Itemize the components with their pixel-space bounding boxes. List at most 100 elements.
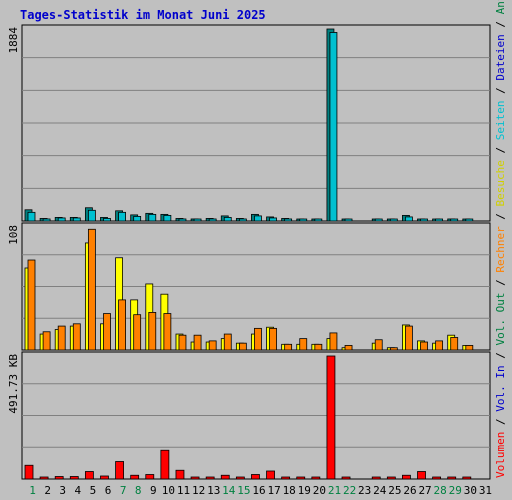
bar-rechner-day-27 bbox=[420, 341, 428, 351]
x-tick-label-day-18: 18 bbox=[283, 484, 296, 497]
legend-separator: / bbox=[494, 14, 507, 34]
chart-panels: 1884 108 491.73 KB bbox=[7, 24, 491, 480]
bar-dateien-day-24 bbox=[374, 218, 383, 222]
bar-rechner-day-28 bbox=[435, 340, 444, 351]
x-tick-label-day-12: 12 bbox=[192, 484, 205, 497]
panel-bottom-ymax-label: 491.73 KB bbox=[7, 354, 20, 414]
legend-separator: / bbox=[494, 273, 507, 293]
bar-volumen-day-26 bbox=[402, 474, 411, 480]
bar-volumen-day-21 bbox=[326, 355, 336, 480]
bar-dateien-day-4 bbox=[72, 217, 81, 222]
x-tick-label-day-5: 5 bbox=[90, 484, 97, 497]
bar-rechner-day-15 bbox=[238, 342, 247, 351]
bar-volumen-day-20 bbox=[311, 476, 321, 480]
bar-volumen-day-14 bbox=[220, 474, 230, 480]
x-tick-label-day-15: 15 bbox=[237, 484, 250, 497]
x-tick-label-day-1: 1 bbox=[29, 484, 36, 497]
bar-volumen-day-19 bbox=[296, 476, 306, 480]
x-tick-label-day-21: 21 bbox=[328, 484, 341, 497]
bar-dateien-day-26 bbox=[405, 216, 413, 222]
legend-separator: / bbox=[494, 412, 507, 432]
bar-rechner-day-3 bbox=[57, 325, 66, 351]
legend-item-seiten: Seiten bbox=[494, 100, 507, 140]
bar-dateien-day-9 bbox=[148, 213, 157, 222]
bar-rechner-day-11 bbox=[178, 334, 187, 351]
x-tick-label-day-4: 4 bbox=[75, 484, 82, 497]
bar-volumen-day-30 bbox=[462, 476, 472, 480]
legend-text: Volumen / Vol. In / Vol. Out / Rechner /… bbox=[494, 0, 507, 478]
legend-separator: / bbox=[494, 81, 507, 101]
bar-volumen-day-9 bbox=[145, 474, 155, 480]
x-tick-label-day-20: 20 bbox=[313, 484, 326, 497]
bar-volumen-day-1 bbox=[24, 464, 34, 480]
bar-volumen-day-27 bbox=[417, 471, 426, 480]
x-tick-label-day-7: 7 bbox=[120, 484, 127, 497]
bar-dateien-day-11 bbox=[178, 218, 187, 222]
x-tick-label-day-3: 3 bbox=[59, 484, 66, 497]
bar-dateien-day-28 bbox=[435, 218, 444, 222]
bar-rechner-day-20 bbox=[314, 343, 323, 351]
bar-rechner-day-29 bbox=[450, 337, 459, 351]
bar-dateien-day-6 bbox=[103, 218, 111, 222]
bar-rechner-day-13 bbox=[208, 340, 217, 351]
x-tick-label-day-23: 23 bbox=[358, 484, 371, 497]
bar-dateien-day-7 bbox=[118, 211, 126, 222]
bar-dateien-day-19 bbox=[299, 218, 308, 222]
bar-dateien-day-20 bbox=[314, 218, 323, 222]
bar-rechner-day-19 bbox=[299, 338, 308, 351]
panel-bottom: 491.73 KB bbox=[7, 351, 491, 480]
bar-volumen-day-13 bbox=[205, 476, 215, 480]
legend-item-anfragen: Anfragen bbox=[494, 0, 507, 14]
bar-rechner-day-10 bbox=[163, 313, 172, 351]
x-tick-label-day-26: 26 bbox=[403, 484, 416, 497]
bar-volumen-day-12 bbox=[190, 476, 200, 480]
bar-rechner-day-16 bbox=[254, 327, 262, 351]
bar-rechner-day-18 bbox=[284, 343, 293, 351]
bar-volumen-day-17 bbox=[266, 470, 275, 480]
panel-middle-ymax-label: 108 bbox=[7, 225, 20, 245]
bar-volumen-day-3 bbox=[54, 476, 64, 480]
bar-dateien-day-8 bbox=[133, 216, 142, 222]
bar-dateien-day-2 bbox=[42, 218, 51, 222]
legend: Volumen / Vol. In / Vol. Out / Rechner /… bbox=[494, 0, 507, 478]
x-tick-label-day-9: 9 bbox=[150, 484, 157, 497]
bar-rechner-day-26 bbox=[405, 325, 413, 351]
bar-dateien-day-17 bbox=[269, 217, 277, 222]
bar-dateien-day-16 bbox=[254, 215, 262, 222]
bar-dateien-day-27 bbox=[420, 218, 428, 222]
bar-volumen-day-6 bbox=[100, 475, 109, 480]
bar-rechner-day-14 bbox=[223, 333, 232, 351]
bar-rechner-day-8 bbox=[133, 314, 142, 351]
bar-volumen-day-28 bbox=[432, 476, 442, 480]
x-tick-label-day-16: 16 bbox=[252, 484, 265, 497]
bar-rechner-day-21 bbox=[329, 332, 338, 351]
x-tick-label-day-2: 2 bbox=[44, 484, 51, 497]
bar-volumen-day-29 bbox=[447, 476, 457, 480]
x-tick-label-day-14: 14 bbox=[222, 484, 236, 497]
panel-top-ymax-label: 1884 bbox=[7, 27, 20, 54]
bar-dateien-day-3 bbox=[57, 217, 66, 222]
x-tick-label-day-11: 11 bbox=[177, 484, 190, 497]
x-tick-label-day-24: 24 bbox=[373, 484, 387, 497]
legend-item-vol-in: Vol. In bbox=[494, 365, 507, 411]
panel-top: 1884 bbox=[7, 24, 491, 222]
bar-dateien-day-25 bbox=[389, 218, 398, 222]
chart-title: Tages-Statistik im Monat Juni 2025 bbox=[20, 8, 266, 22]
bar-volumen-day-16 bbox=[251, 474, 260, 480]
x-axis-labels: 1 2 3 4 5 6 7 8 9 10 11 12 13 14 15 16 17 18 19 20 21 22 23 24 2… bbox=[29, 484, 492, 497]
bar-rechner-day-30 bbox=[465, 345, 474, 351]
x-tick-label-day-22: 22 bbox=[343, 484, 356, 497]
legend-item-vol-out: Vol. Out bbox=[494, 293, 507, 346]
bar-volumen-day-15 bbox=[235, 476, 245, 480]
bar-rechner-day-6 bbox=[103, 313, 111, 351]
bar-rechner-day-2 bbox=[42, 331, 51, 351]
bar-rechner-day-1 bbox=[27, 259, 36, 351]
x-tick-label-day-17: 17 bbox=[267, 484, 280, 497]
bar-rechner-day-5 bbox=[87, 228, 96, 351]
bar-rechner-day-7 bbox=[118, 299, 126, 351]
legend-item-dateien: Dateien bbox=[494, 34, 507, 80]
bar-volumen-day-10 bbox=[160, 449, 170, 480]
bar-rechner-day-22 bbox=[344, 345, 353, 351]
